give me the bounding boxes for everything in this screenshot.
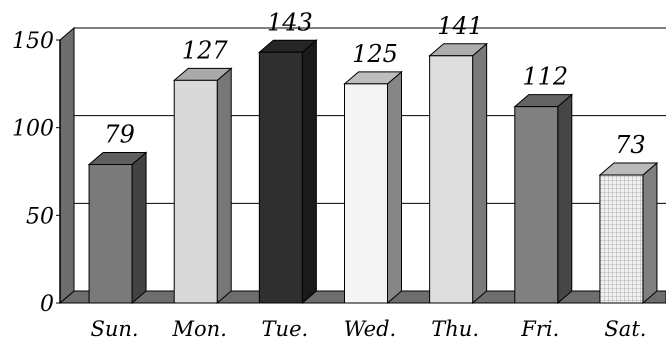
bar-side — [642, 161, 658, 305]
bars — [87, 39, 659, 305]
bar — [172, 67, 233, 305]
bar-front — [344, 83, 388, 304]
bar-front — [258, 51, 303, 304]
data-label: 125 — [352, 40, 398, 68]
bar — [428, 42, 488, 305]
bar-side — [301, 39, 317, 305]
bar-side — [472, 42, 488, 305]
bar-side — [131, 151, 147, 305]
bar-front — [88, 163, 133, 304]
x-tick-label: Sat. — [604, 317, 646, 339]
data-label: 79 — [104, 120, 135, 148]
bar — [513, 93, 574, 305]
data-label: 127 — [182, 36, 229, 64]
x-tick-label: Fri. — [520, 317, 559, 339]
bar — [87, 151, 148, 305]
data-labels: 79 127 143 125 141 112 73 — [104, 8, 645, 159]
bar-front — [429, 55, 474, 304]
y-axis-ticks: 0 50 100 150 — [12, 29, 60, 317]
x-tick-label: Sun. — [91, 317, 139, 339]
data-label: 141 — [437, 12, 483, 40]
y-tick-label: 50 — [26, 204, 54, 229]
left-wall-panel — [59, 26, 75, 305]
data-label: 112 — [522, 63, 568, 91]
bar-front — [173, 79, 218, 304]
chart-left-wall — [59, 26, 75, 305]
data-label: 143 — [267, 8, 313, 36]
bar — [258, 39, 318, 305]
x-tick-label: Tue. — [262, 317, 309, 339]
x-tick-label: Thu. — [431, 317, 479, 339]
y-tick-label: 150 — [12, 29, 54, 54]
bar — [598, 161, 659, 305]
bar-front — [599, 174, 644, 304]
bar-side — [557, 93, 573, 305]
bar — [343, 70, 403, 305]
x-tick-label: Wed. — [344, 317, 396, 339]
data-label: 73 — [615, 131, 646, 159]
y-tick-label: 100 — [12, 117, 54, 142]
x-axis-labels: Sun. Mon. Tue. Wed. Thu. Fri. Sat. — [91, 317, 647, 339]
y-tick-label: 0 — [40, 292, 54, 317]
bar-side — [387, 70, 402, 305]
x-tick-label: Mon. — [172, 317, 227, 339]
bar-side — [216, 67, 232, 305]
bar-front — [514, 106, 559, 304]
